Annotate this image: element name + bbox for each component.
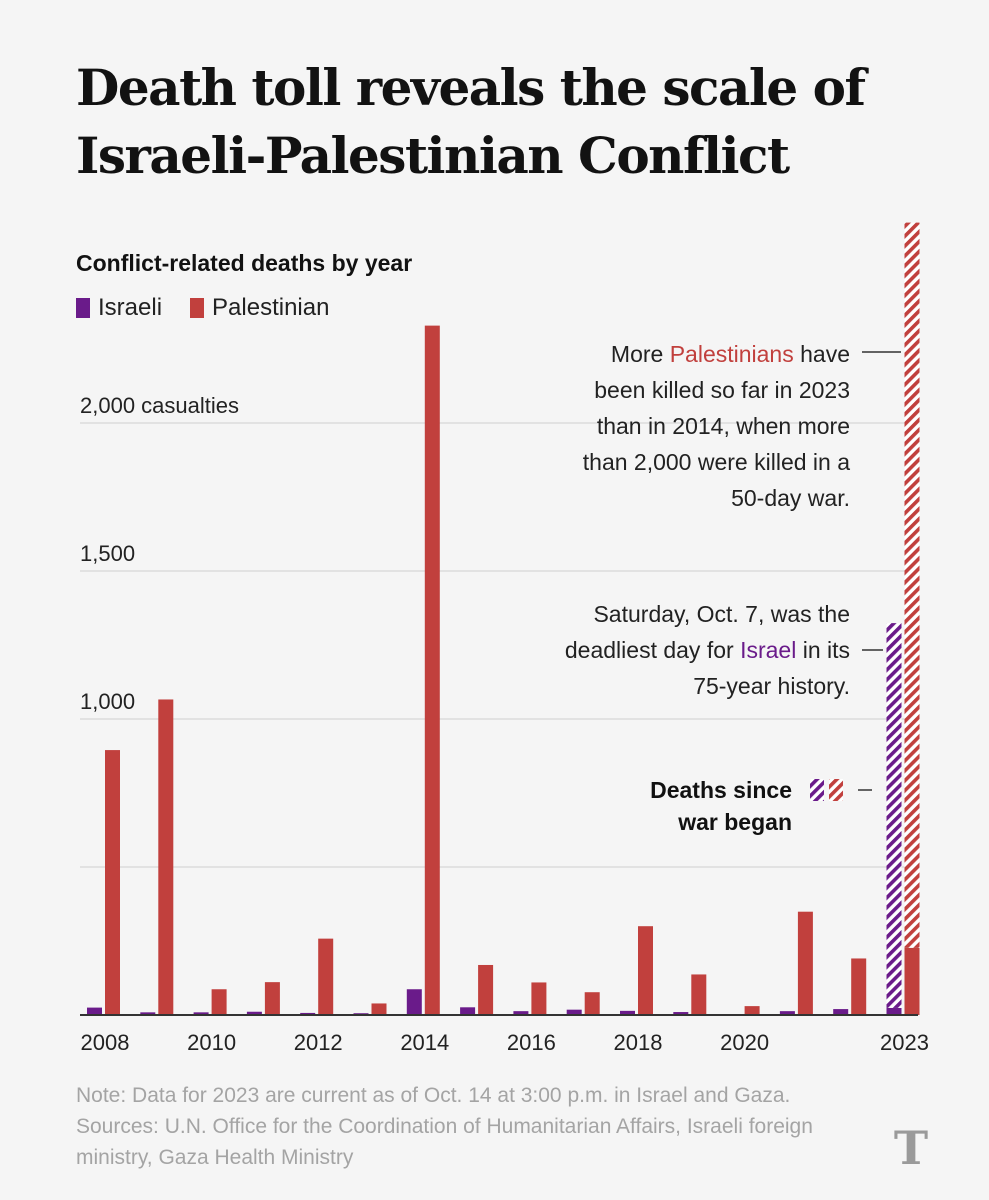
annotation-israel-line-0: Saturday, Oct. 7, was the — [593, 601, 850, 627]
annotation-israel-line-2: 75-year history. — [693, 673, 850, 699]
y-tick-label-1500: 1,500 — [80, 541, 135, 566]
bar-palestinian-2021 — [797, 911, 813, 1015]
bar-israeli-2012 — [300, 1012, 316, 1015]
bar-israeli-war-2023 — [886, 623, 902, 1008]
legend-item-palestinian: Palestinian — [190, 294, 329, 322]
legend-item-israeli: Israeli — [76, 294, 162, 322]
legend-label-israeli: Israeli — [98, 294, 163, 321]
x-tick-label-2020: 2020 — [720, 1030, 769, 1055]
bar-palestinian-2023 — [904, 947, 920, 1015]
legend: Israeli Palestinian — [76, 294, 357, 322]
bar-palestinian-2013 — [371, 1003, 387, 1015]
bar-palestinian-2015 — [478, 964, 494, 1015]
bar-palestinian-2018 — [638, 926, 653, 1015]
annotation-palestinians-line-2: than in 2014, when more — [597, 413, 850, 439]
bar-israeli-2023 — [886, 1007, 902, 1015]
y-tick-label-1000: 1,000 — [80, 689, 135, 714]
bar-israeli-2014 — [406, 989, 422, 1015]
war-label-line-0: Deaths since — [650, 777, 792, 803]
legend-swatch-israeli — [76, 298, 90, 318]
chart-subtitle: Conflict-related deaths by year — [76, 250, 413, 276]
bar-israeli-2008 — [87, 1007, 102, 1015]
war-swatch-palestinian — [829, 779, 843, 801]
nyt-logo: T — [893, 1121, 929, 1175]
bar-palestinian-2014 — [424, 325, 440, 1016]
bar-israeli-2018 — [620, 1010, 635, 1015]
x-tick-label-2016: 2016 — [507, 1030, 556, 1055]
x-tick-label-2014: 2014 — [400, 1030, 449, 1055]
annotation-israel-line-1: deadliest day for Israel in its — [565, 637, 850, 663]
bar-israeli-2016 — [513, 1011, 529, 1015]
bar-palestinian-2008 — [105, 750, 120, 1015]
annotation-palestinians-line-1: been killed so far in 2023 — [594, 377, 850, 403]
war-swatch-israeli — [810, 779, 824, 801]
bar-israeli-2011 — [246, 1011, 262, 1015]
bar-chart: 1,000 1,500 2,000 casualties 2008 2010 2012 2… — [80, 222, 929, 1055]
bar-palestinian-2010 — [211, 989, 227, 1015]
annotation-palestinians-line-3: than 2,000 were killed in a — [583, 449, 850, 475]
source-note: Note: Data for 2023 are current as of Oc… — [76, 1084, 813, 1169]
x-tick-label-2012: 2012 — [294, 1030, 343, 1055]
annotation-palestinians-highlight: Palestinians — [670, 341, 794, 367]
y-tick-label-2000: 2,000 casualties — [80, 393, 239, 418]
x-tick-label-2008: 2008 — [81, 1030, 130, 1055]
legend-label-palestinian: Palestinian — [212, 294, 330, 321]
legend-swatch-palestinian — [190, 298, 205, 318]
bar-israeli-2009 — [140, 1012, 156, 1015]
chart-title: Death toll reveals the scale of Israeli-… — [76, 58, 866, 185]
bar-israeli-2017 — [566, 1009, 582, 1015]
bar-israeli-2010 — [193, 1012, 209, 1015]
war-label-line-1: war began — [677, 809, 792, 835]
x-tick-label-2010: 2010 — [187, 1030, 236, 1055]
bar-israeli-2022 — [833, 1009, 849, 1015]
bar-palestinian-2022 — [851, 958, 867, 1015]
bar-palestinian-2009 — [158, 699, 174, 1015]
bar-palestinian-2016 — [531, 982, 547, 1015]
x-tick-label-2018: 2018 — [614, 1030, 663, 1055]
bar-palestinian-war-2023 — [904, 222, 920, 948]
x-tick-label-2023: 2023 — [880, 1030, 929, 1055]
bar-palestinian-2019 — [691, 974, 707, 1015]
bar-palestinian-2011 — [264, 982, 280, 1015]
bar-palestinian-2017 — [584, 992, 600, 1015]
annotation-israel-highlight: Israel — [740, 637, 796, 663]
bar-palestinian-2020 — [744, 1006, 760, 1015]
bar-israeli-2021 — [779, 1011, 795, 1015]
annotation-palestinians-line-4: 50-day war. — [731, 485, 850, 511]
annotation-palestinians-line-0: More Palestinians have — [611, 341, 850, 367]
bar-israeli-2015 — [460, 1007, 476, 1015]
bar-israeli-2019 — [673, 1012, 689, 1015]
bar-palestinian-2012 — [318, 938, 334, 1015]
